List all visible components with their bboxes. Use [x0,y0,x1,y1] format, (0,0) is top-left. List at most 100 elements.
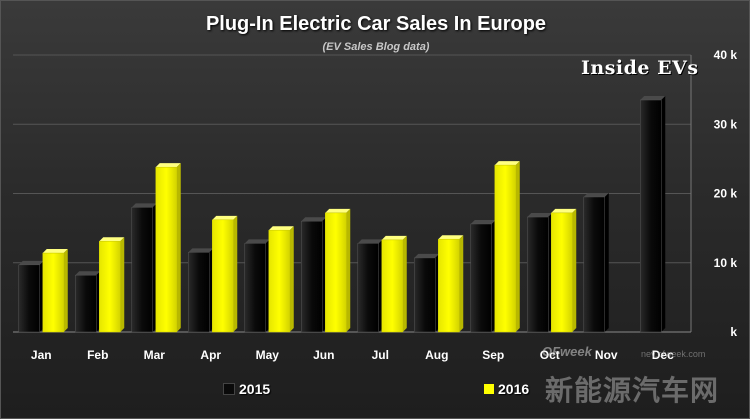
bar-top-2016-Jul [381,235,407,240]
bar-side-2016-Oct [572,208,577,332]
bar-face-2015-Jul [357,243,379,333]
bar-2016-Oct [551,208,577,333]
bar-side-2016-Jul [402,235,407,332]
bar-2016-Aug [438,235,464,333]
bar-2016-Jul [381,235,407,333]
legend-label-2015: 2015 [239,381,271,397]
x-tick-label-Jul: Jul [372,348,389,362]
bar-top-2016-Jun [325,208,351,213]
x-tick-label-Aug: Aug [425,348,448,362]
legend-label-2016: 2016 [498,381,530,397]
bar-top-2016-Feb [99,237,125,242]
bar-face-2015-Jan [18,264,40,333]
bar-side-2016-May [289,226,294,332]
legend-swatch-2015 [223,383,235,395]
bar-side-2015-Dec [661,96,666,332]
bar-2016-Mar [155,163,181,333]
bar-2016-Sep [494,161,520,333]
x-tick-label-Feb: Feb [87,348,108,362]
bar-face-2016-May [268,229,290,333]
y-tick-label-40: 40 k [714,48,738,62]
bar-face-2015-Dec [640,99,662,333]
bar-top-2016-Mar [155,163,181,168]
x-tick-label-Jun: Jun [313,348,334,362]
bar-top-2015-Jun [301,217,327,222]
bar-face-2016-Aug [438,238,460,333]
bar-top-2015-Dec [640,96,666,101]
bar-2015-Aug [414,253,440,333]
x-tick-label-Dec: Dec [652,348,674,362]
bar-2016-Apr [212,215,238,333]
y-tick-label-10: 10 k [714,256,738,270]
legend-item-2015: 2015 [223,379,270,399]
bar-top-2015-Nov [583,192,609,197]
bar-top-2015-Sep [470,219,496,224]
bar-face-2015-Nov [583,196,605,333]
bar-2016-May [268,226,294,333]
bar-side-2016-Feb [120,237,125,332]
bar-2015-Jul [357,239,383,333]
bar-face-2015-Oct [527,216,549,333]
bar-top-2016-May [268,226,294,231]
bar-side-2016-Sep [515,161,520,332]
chart-title: Plug-In Electric Car Sales In Europe [205,13,547,35]
bar-top-2016-Jan [42,249,68,254]
bar-top-2015-Jan [18,260,44,265]
bar-face-2015-Sep [470,223,492,333]
y-tick-label-20: 20 k [714,187,738,201]
bar-2015-Oct [527,213,553,333]
bar-top-2015-Aug [414,253,440,258]
bar-2016-Jan [42,249,68,333]
x-tick-label-Jan: Jan [31,348,52,362]
bar-2016-Feb [99,237,125,333]
bar-face-2015-Jun [301,220,323,333]
bar-2015-Feb [75,271,101,333]
bar-side-2016-Jan [63,249,68,332]
bar-top-2016-Apr [212,215,238,220]
bar-2015-Sep [470,219,496,333]
bar-face-2016-Mar [155,166,177,333]
legend-swatch-2016 [484,384,494,394]
x-tick-label-Mar: Mar [144,348,166,362]
bar-2015-Mar [131,203,157,333]
watermark-site-name: 新能源汽车网 [545,374,720,407]
bar-top-2015-Feb [75,271,101,276]
bar-face-2015-May [244,243,266,333]
bar-top-2015-May [244,239,270,244]
bar-top-2015-Jul [357,239,383,244]
watermark-logo: OFweek [542,344,592,359]
bar-face-2015-Aug [414,257,436,333]
bar-side-2016-Jun [346,208,351,332]
x-tick-label-May: May [256,348,280,362]
x-tick-label-Nov: Nov [595,348,618,362]
bar-face-2016-Feb [99,241,121,333]
bar-2015-Apr [188,248,214,333]
bar-top-2016-Oct [551,208,577,213]
bar-side-2015-Nov [604,192,609,332]
bar-top-2016-Aug [438,235,464,240]
bar-side-2016-Mar [176,163,181,332]
brand-logo: Inside EVs [581,57,699,79]
watermark-domain: nev.ofweek.com [641,349,706,359]
bar-2015-Dec [640,96,666,333]
bar-face-2015-Feb [75,274,97,333]
bar-face-2016-Sep [494,164,516,333]
bar-2015-Jun [301,217,327,333]
bar-top-2015-Oct [527,213,553,218]
x-tick-label-Oct: Oct [540,348,560,362]
x-tick-label-Sep: Sep [482,348,504,362]
x-tick-label-Apr: Apr [200,348,221,362]
legend-item-2016: 2016 [484,379,529,399]
bar-face-2015-Mar [131,207,153,333]
bar-2015-May [244,239,270,333]
bar-top-2015-Apr [188,248,214,253]
bar-face-2015-Apr [188,252,210,333]
y-tick-label-30: 30 k [714,117,738,131]
bar-2016-Jun [325,208,351,333]
chart-subtitle: (EV Sales Blog data) [322,41,430,53]
bar-2015-Nov [583,192,609,333]
bar-top-2016-Sep [494,161,520,166]
bar-side-2016-Apr [233,215,238,332]
